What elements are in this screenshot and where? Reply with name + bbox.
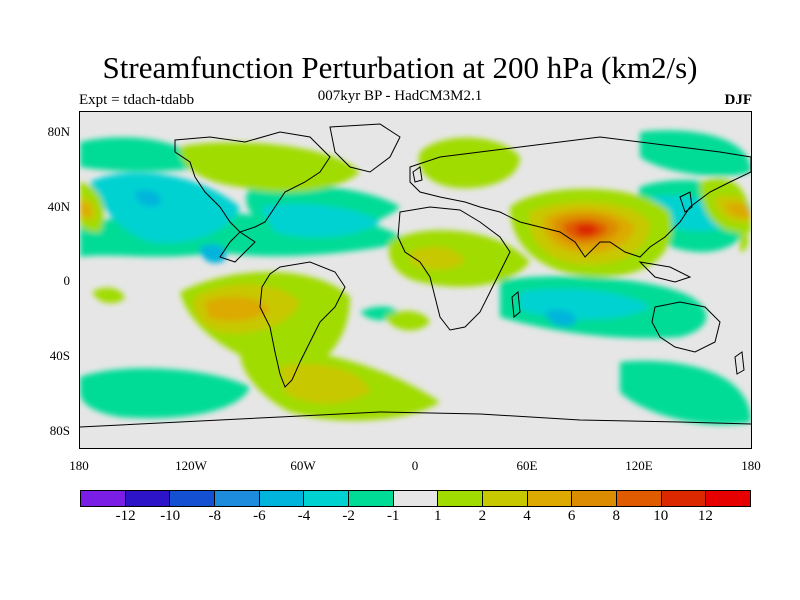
season-label: DJF [724, 92, 753, 108]
colorbar-tick-label: -6 [253, 508, 266, 524]
lon-label-0: 0 [411, 458, 419, 473]
region-pos2-north-atlantic [180, 142, 360, 192]
lon-label-60e: 60E [516, 458, 538, 473]
coastline-new-zealand [734, 351, 745, 375]
lat-label-40s: 40S [49, 348, 70, 363]
colorbar-swatch-6 [349, 491, 394, 506]
colorbar-tick-label: 6 [567, 508, 576, 524]
region-neg1-southern-ocean-west [80, 368, 250, 419]
region-neg4-indian [545, 310, 576, 327]
colorbar-tick-label: 2 [478, 508, 487, 524]
coastline-africa [397, 206, 511, 331]
model-label: 007kyr BP - HadCM3M2.1 [317, 88, 483, 104]
colorbar-tick-label: -10 [160, 508, 181, 524]
colorbar-swatch-4 [259, 491, 305, 506]
lon-label-120w: 120W [175, 458, 207, 473]
region-pos6-south-america [205, 296, 270, 322]
lat-label-80n: 80N [47, 124, 70, 139]
lat-label-0: 0 [63, 273, 71, 288]
colorbar-swatch-0 [81, 491, 126, 506]
region-neg4-pacific-north [135, 190, 161, 207]
colorbar-tick-label: -8 [208, 508, 222, 524]
colorbar-swatch-10 [527, 491, 573, 506]
map-canvas [80, 112, 751, 448]
region-pos6-west-edge [725, 202, 751, 218]
colorbar-tick-label: 4 [523, 508, 531, 524]
region-pos12-tibet [575, 223, 598, 236]
coastline-australia [651, 301, 721, 353]
region-neg1-southern-ocean-east [620, 360, 751, 425]
region-pos4-africa [410, 246, 465, 270]
colorbar-tick-label: 1 [434, 508, 442, 524]
colorbar-tick-label: -12 [115, 508, 136, 524]
region-neg1-north-pacific-west [640, 130, 751, 177]
lon-label-180e: 180 [741, 458, 761, 473]
region-pos2-south-africa [385, 310, 430, 331]
lon-label-60w: 60W [290, 458, 316, 473]
plot-title: Streamfunction Perturbation at 200 hPa (… [102, 50, 698, 85]
colorbar-tick-label: 10 [653, 508, 669, 524]
coastline-eurasia [409, 136, 751, 258]
region-neg2-north-pacific [90, 172, 240, 243]
coastline-japan [679, 191, 693, 213]
region-neg2-atlantic [260, 203, 380, 238]
lat-label-40n: 40N [47, 199, 70, 214]
colorbar-swatch-5 [304, 491, 350, 506]
coastlines [80, 123, 751, 428]
region-pos2-south-pacific-small [92, 287, 125, 304]
region-pos6-east-edge [80, 202, 91, 217]
colorbar-tick-label: 8 [612, 508, 620, 524]
map-panel [79, 111, 752, 449]
colorbar-swatch-7 [393, 491, 439, 506]
coastline-north-america [174, 131, 331, 263]
coastline-antarctica [80, 411, 751, 428]
colorbar-swatch-11 [572, 491, 618, 506]
coastline-greenland [329, 123, 401, 173]
lat-label-80s: 80S [49, 423, 70, 438]
colorbar-tick-label: -4 [297, 508, 311, 524]
region-neg4-pacific-east [200, 244, 226, 264]
colorbar-swatch-2 [170, 491, 216, 506]
lon-label-180w: 180 [69, 458, 89, 473]
experiment-label: Expt = tdach-tdabb [79, 92, 195, 108]
colorbar-tick-label: -2 [342, 508, 355, 524]
colorbar-swatch-3 [215, 491, 260, 506]
lon-label-120e: 120E [625, 458, 653, 473]
colorbar-swatch-9 [483, 491, 528, 506]
region-pos4-south-atlantic [280, 363, 370, 404]
colorbar [80, 490, 751, 507]
region-pos2-west-pacific-edge [740, 231, 749, 252]
coastline-maritime-continent [638, 261, 692, 283]
coastline-madagascar [511, 291, 521, 318]
colorbar-swatch-14 [706, 491, 751, 506]
colorbar-swatch-8 [438, 491, 484, 506]
colorbar-swatch-12 [617, 491, 662, 506]
colorbar-swatch-13 [661, 491, 707, 506]
coastline-south-america [259, 261, 346, 388]
colorbar-swatch-1 [125, 491, 171, 506]
coastline-uk [412, 166, 423, 183]
region-neg1-north-pacific-east [80, 137, 200, 172]
colorbar-tick-label: 12 [697, 508, 713, 524]
colorbar-tick-label: -1 [386, 508, 400, 524]
